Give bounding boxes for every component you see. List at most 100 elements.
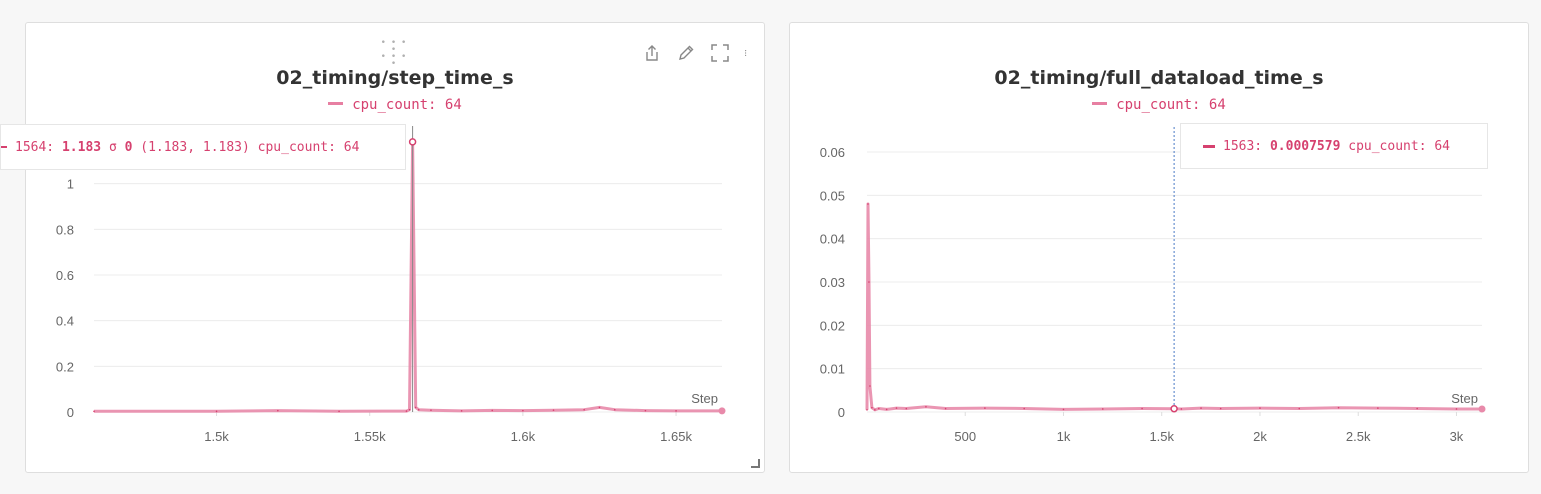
legend-swatch [328,101,344,105]
share-icon[interactable] [642,43,662,63]
data-point [944,407,947,410]
tooltip-step: 1563: [1223,138,1263,154]
data-point [868,281,870,283]
data-point [598,406,601,409]
data-point [338,410,340,413]
x-axis-label: Step [1451,391,1478,406]
data-point [877,407,880,410]
panel-toolbar [642,41,752,65]
y-tick-label: 0.02 [820,318,845,333]
legend-entry: cpu_count: 64 [352,97,462,113]
x-tick-label: 1.65k [660,429,692,444]
y-tick-label: 0.6 [56,268,74,283]
data-point [430,409,432,411]
chart-legend: cpu_count: 64 [26,97,764,113]
y-tick-label: 0.04 [820,232,845,247]
legend-swatch [1092,101,1108,105]
x-tick-label: 1.6k [511,429,536,444]
data-point [1455,408,1458,410]
data-point [1101,408,1104,410]
y-tick-label: 0.8 [56,222,74,237]
chart-panel-step-time[interactable]: • • • • • • • • 02_timing/step_time_s cpu… [25,22,765,473]
data-point [925,406,927,408]
y-tick-label: 0.05 [820,188,845,203]
tooltip-swatch [1,146,7,148]
data-point [583,408,585,411]
data-point [874,409,876,411]
tooltip-label: cpu_count: 64 [1348,138,1450,154]
data-point [1377,407,1379,409]
data-point [460,410,463,412]
tooltip-swatch [1203,144,1215,148]
data-point [1219,407,1222,410]
fullscreen-icon[interactable] [710,43,730,63]
x-tick-label: 1.5k [204,429,229,444]
chart-title: 02_timing/step_time_s [276,67,514,89]
data-point [552,409,555,411]
x-tick-label: 2k [1253,429,1267,444]
data-point [1416,407,1418,410]
tooltip-value: 0.0007579 [1269,138,1341,154]
series-line [865,202,1482,412]
tooltip-value: 1.183 [61,139,102,155]
chart-title: 02_timing/full_dataload_time_s [994,67,1324,89]
data-point [895,407,898,409]
data-point [215,410,218,413]
data-point [871,406,873,409]
x-tick-label: 1k [1057,429,1071,444]
data-point [491,409,494,412]
drag-handle-icon[interactable]: • • • • • • • • [380,38,408,69]
tooltip-sigma: σ [108,139,117,155]
data-point [905,407,908,410]
hover-tooltip: 1563: 0.0007579 cpu_count: 64 [1180,123,1488,169]
data-point [1259,407,1261,409]
data-point [866,409,868,411]
chart-legend: cpu_count: 64 [790,97,1528,113]
data-point [613,408,616,411]
data-point [417,408,420,411]
y-tick-label: 0 [67,405,74,420]
tooltip-step: 1564: [15,139,55,155]
data-point [408,408,411,411]
series-end-marker [718,407,726,415]
data-point [675,410,677,412]
hover-point [1170,404,1178,413]
edit-icon[interactable] [676,43,696,63]
x-tick-label: 2.5k [1346,429,1371,444]
data-point [984,407,986,409]
y-tick-label: 0.06 [820,145,845,160]
more-options-icon[interactable] [744,43,752,63]
x-axis-label: Step [691,391,718,406]
x-tick-label: 3k [1450,429,1464,444]
data-point [1023,407,1025,410]
y-tick-label: 0.4 [56,314,74,329]
hover-point [408,138,417,146]
x-tick-label: 1.5k [1149,429,1174,444]
data-point [522,409,524,412]
data-point [405,410,408,412]
y-tick-label: 1 [67,177,74,192]
series-line [94,140,722,413]
data-point [414,406,417,409]
y-tick-label: 0.01 [820,362,845,377]
tooltip-label: cpu_count: 64 [257,139,360,155]
x-tick-label: 500 [954,429,976,444]
legend-entry: cpu_count: 64 [1116,97,1226,113]
plot-area[interactable]: 0 0.2 0.4 0.6 0.8 1 1.5k 1.55k 1.6k 1.65k Step [26,23,764,472]
data-point [277,409,279,412]
tooltip-sigma-value: 0 [124,139,133,155]
plot-area[interactable]: 0 0.01 0.02 0.03 0.04 0.05 0.06 500 1k 1.5k 2k 2.5k… [790,23,1528,472]
data-point [885,408,888,411]
x-tick-label: 1.55k [354,429,386,444]
data-point [869,385,871,387]
y-tick-label: 0.2 [56,359,74,374]
chart-panel-dataload-time[interactable]: 02_timing/full_dataload_time_s cpu_count… [789,22,1529,473]
resize-handle-icon[interactable] [751,459,760,468]
data-point [867,203,869,205]
data-point [1180,408,1183,410]
data-point [93,410,95,413]
data-point [644,409,647,412]
tooltip-range: (1.183, 1.183) [140,139,250,155]
data-point [1337,406,1340,409]
data-point [1200,407,1202,409]
